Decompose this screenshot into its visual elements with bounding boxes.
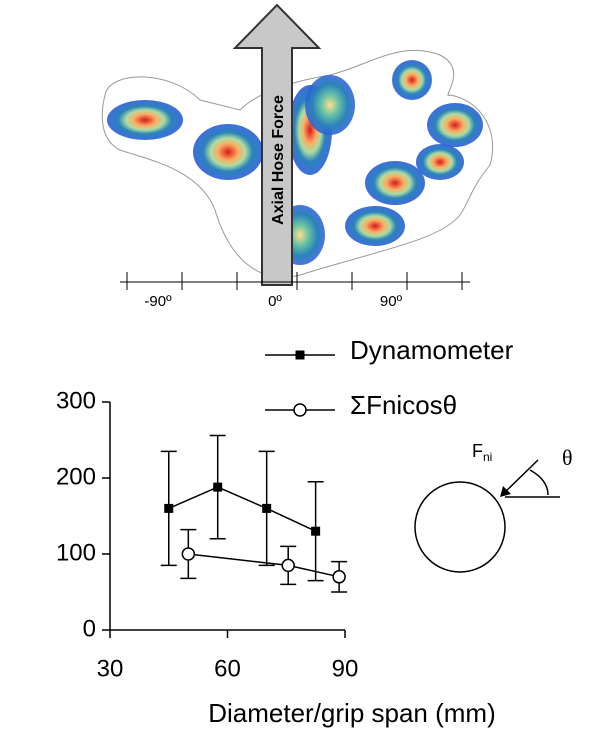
blob	[107, 100, 183, 140]
blob	[305, 75, 355, 135]
angle-ticks	[126, 272, 463, 290]
force-diagram: Fni θ	[414, 441, 573, 573]
marker	[181, 547, 196, 561]
blob	[365, 161, 425, 205]
force-label: Fni	[472, 441, 492, 464]
y-tick-label: 100	[56, 539, 96, 566]
blob	[392, 60, 432, 100]
series-line	[168, 486, 316, 532]
marker	[213, 482, 223, 492]
x-axis-title: Diameter/grip span (mm)	[208, 698, 496, 728]
legend-marker	[295, 350, 305, 360]
angle-label: 0º	[268, 293, 282, 310]
force-vector	[502, 459, 539, 495]
blob	[193, 124, 263, 180]
arrow-label: Axial Hose Force	[270, 95, 287, 225]
marker	[311, 526, 321, 536]
force-arrow	[232, 3, 322, 286]
y-tick-label: 200	[56, 463, 96, 490]
force-subscript: ni	[483, 450, 492, 464]
force-symbol: F	[472, 441, 483, 461]
legend-marker	[293, 403, 307, 417]
angle-label: 90º	[380, 293, 403, 310]
marker	[164, 503, 174, 513]
theta-label: θ	[562, 445, 573, 470]
marker	[332, 570, 346, 584]
marker	[262, 503, 272, 513]
blob	[427, 103, 483, 147]
arrowhead	[500, 486, 511, 497]
angle-label: -90º	[144, 293, 172, 310]
pressure-map: Axial Hose Force -90º 0º 90º	[101, 3, 494, 310]
grip-circle	[414, 481, 506, 573]
angle-arc	[529, 469, 549, 496]
x-tick-label: 30	[97, 655, 124, 682]
y-tick-label: 300	[56, 387, 96, 414]
marker	[281, 558, 295, 573]
legend-label: ΣFnicosθ	[350, 390, 457, 420]
y-tick-label: 0	[83, 615, 96, 642]
blob	[345, 206, 405, 246]
blob	[416, 144, 464, 180]
x-tick-label: 60	[214, 655, 241, 682]
x-tick-label: 90	[332, 655, 359, 682]
legend-label: Dynamometer	[350, 335, 514, 365]
